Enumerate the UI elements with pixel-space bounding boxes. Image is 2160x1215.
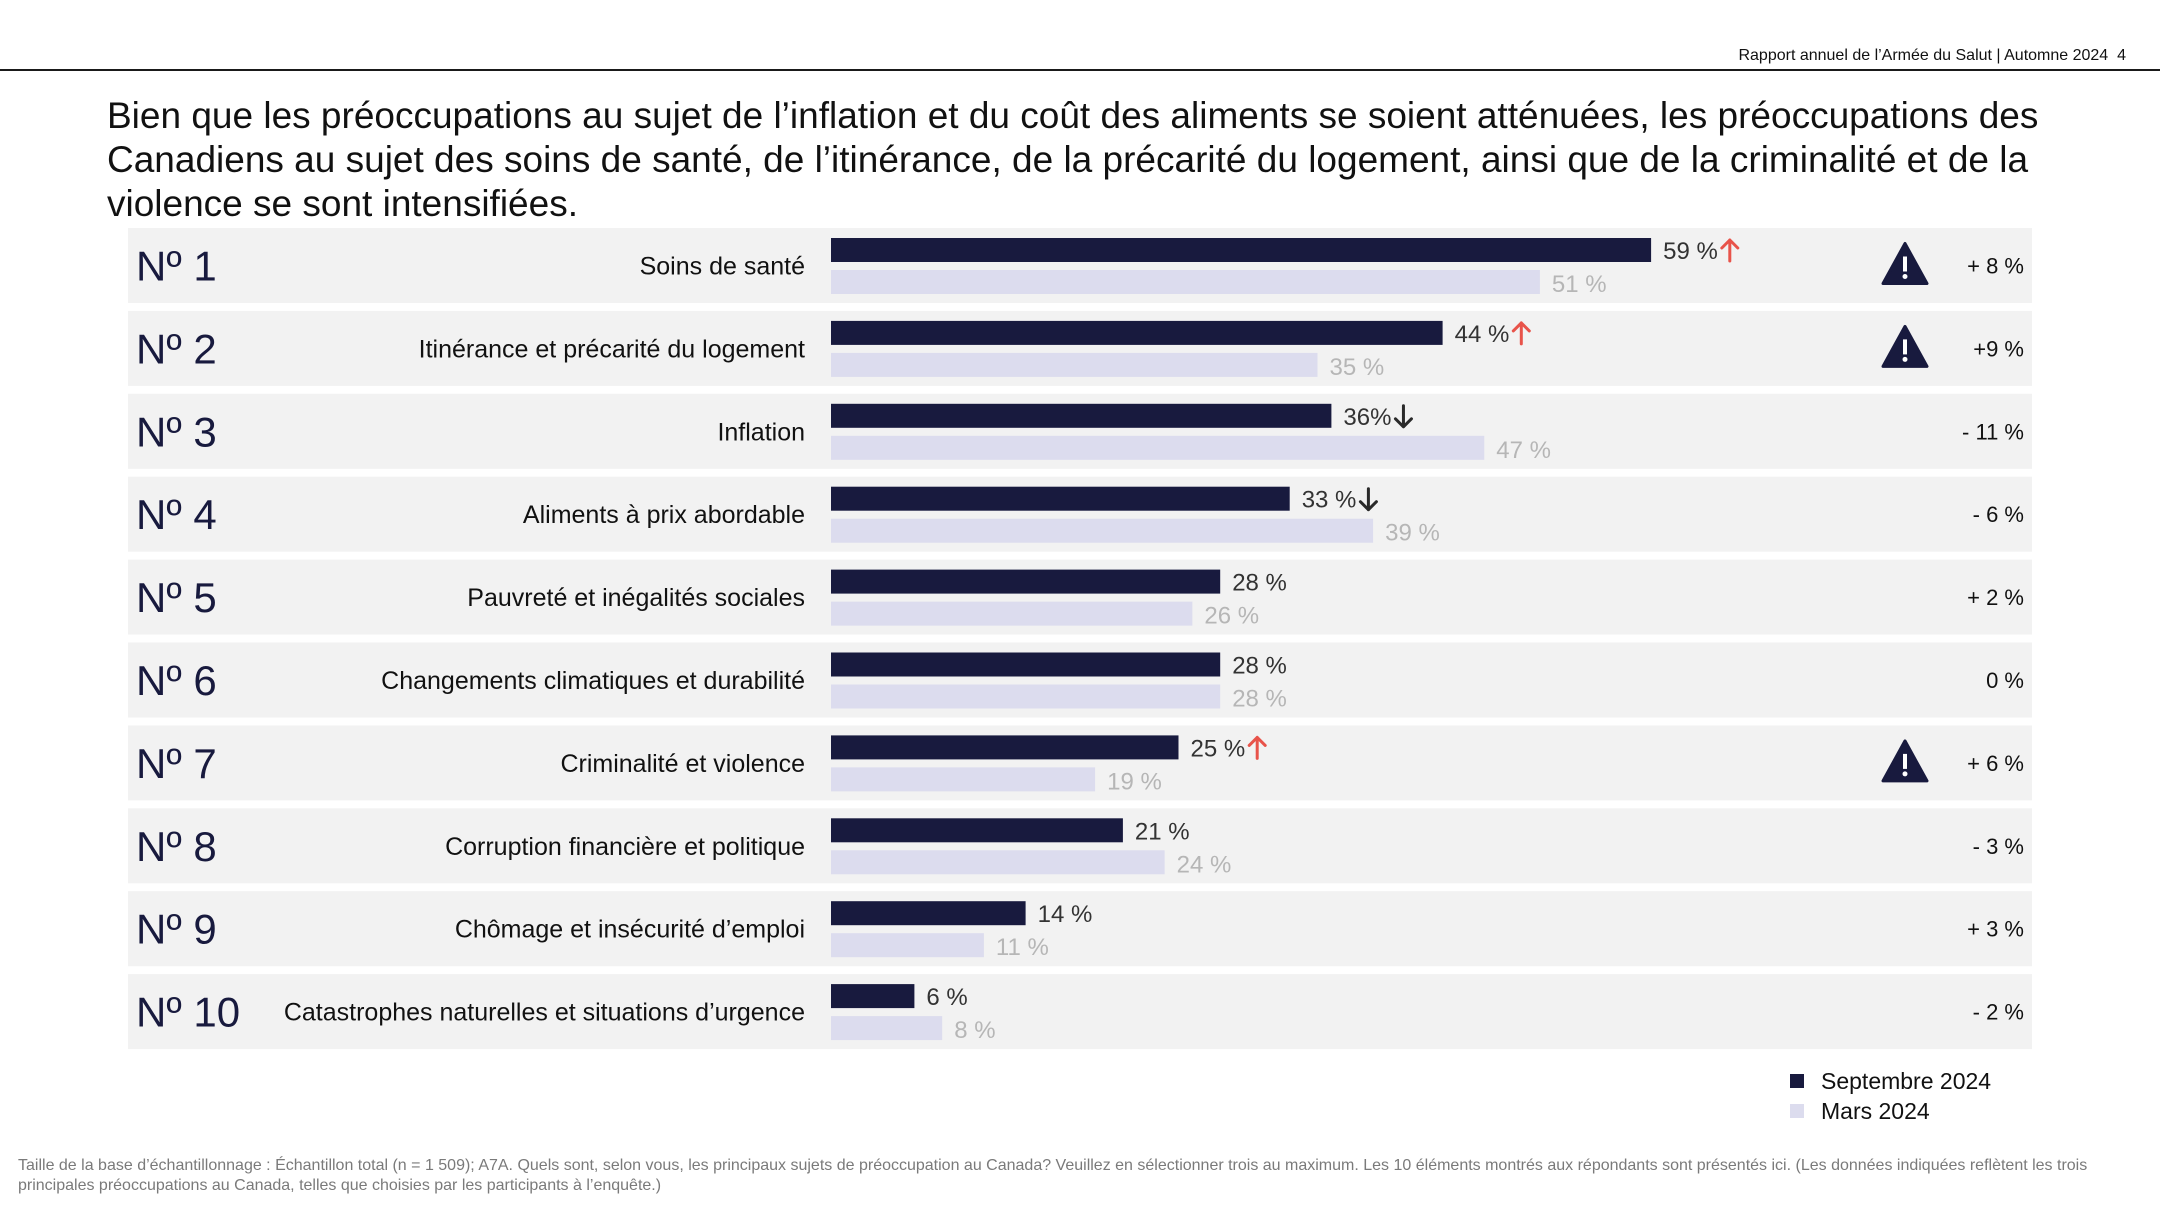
category-label: Pauvreté et inégalités sociales xyxy=(467,584,805,612)
value-label-current: 28 % xyxy=(1232,570,1287,597)
value-label-current: 36% xyxy=(1343,404,1391,431)
bar-previous xyxy=(831,270,1540,294)
value-label-current: 6 % xyxy=(926,984,967,1011)
rank-label: Nº 10 xyxy=(136,989,240,1036)
legend-swatch-previous xyxy=(1790,1104,1804,1118)
bar-current xyxy=(831,735,1179,760)
rank-label: Nº 5 xyxy=(136,574,217,621)
arrow-up-icon xyxy=(1511,321,1531,346)
category-label: Changements climatiques et durabilité xyxy=(381,667,805,695)
value-label-current: 33 % xyxy=(1302,487,1357,514)
row-background xyxy=(128,974,2032,1050)
category-label: Inflation xyxy=(717,418,805,446)
value-label-previous: 26 % xyxy=(1204,603,1259,630)
rank-label: Nº 1 xyxy=(136,243,217,290)
category-label: Criminalité et violence xyxy=(560,750,805,778)
bar-previous xyxy=(831,684,1221,709)
category-label: Aliments à prix abordable xyxy=(523,501,805,529)
slide-title: Bien que les préoccupations au sujet de … xyxy=(107,95,2039,224)
change-label: - 11 % xyxy=(1962,419,2024,444)
bar-previous xyxy=(831,850,1165,875)
arrow-up-icon xyxy=(1720,238,1740,263)
row-background xyxy=(128,891,2032,967)
bar-previous xyxy=(831,518,1374,543)
category-label: Catastrophes naturelles et situations d’… xyxy=(284,999,805,1027)
warning-icon-dot xyxy=(1902,274,1908,279)
bar-previous xyxy=(831,352,1318,377)
page-number: 4 xyxy=(2117,47,2126,64)
warning-icon-dot xyxy=(1902,771,1908,777)
bar-current xyxy=(831,238,1652,262)
bar-previous xyxy=(831,1016,943,1041)
value-label-current: 28 % xyxy=(1232,653,1287,680)
rank-label: Nº 3 xyxy=(136,408,217,455)
bar-previous xyxy=(831,435,1485,460)
change-label: + 8 % xyxy=(1967,254,2024,279)
warning-icon-dot xyxy=(1902,356,1908,362)
rank-label: Nº 7 xyxy=(136,740,217,787)
value-label-current: 44 % xyxy=(1455,321,1510,348)
value-label-previous: 47 % xyxy=(1496,437,1551,464)
change-label: + 3 % xyxy=(1967,917,2024,942)
warning-icon-stem xyxy=(1903,339,1907,355)
legend-item-current: Septembre 2024 xyxy=(1790,1066,1991,1096)
value-label-previous: 24 % xyxy=(1177,851,1232,878)
legend: Septembre 2024 Mars 2024 xyxy=(1790,1066,1991,1126)
value-label-current: 21 % xyxy=(1135,818,1190,845)
bar-current xyxy=(831,486,1290,511)
value-label-previous: 35 % xyxy=(1330,354,1385,381)
category-label: Soins de santé xyxy=(640,253,805,281)
value-label-previous: 39 % xyxy=(1385,520,1440,547)
bar-current xyxy=(831,984,915,1009)
change-label: + 2 % xyxy=(1967,585,2024,610)
bar-current xyxy=(831,901,1026,926)
value-label-previous: 51 % xyxy=(1552,271,1607,298)
legend-swatch-current xyxy=(1790,1074,1804,1088)
bar-current xyxy=(831,818,1123,843)
rank-label: Nº 2 xyxy=(136,325,217,372)
value-label-previous: 28 % xyxy=(1232,686,1287,713)
footnote: Taille de la base d’échantillonnage : Éc… xyxy=(18,1157,2088,1194)
rank-label: Nº 4 xyxy=(136,491,217,538)
bar-previous xyxy=(831,601,1193,626)
category-label: Corruption financière et politique xyxy=(445,833,805,861)
warning-icon-stem xyxy=(1903,753,1907,769)
value-label-previous: 11 % xyxy=(996,934,1049,961)
arrow-up-icon xyxy=(1247,735,1267,760)
bar-current xyxy=(831,320,1443,345)
change-label: + 6 % xyxy=(1967,751,2024,776)
legend-label-previous: Mars 2024 xyxy=(1821,1097,1930,1124)
header-rule xyxy=(0,69,2160,71)
bar-previous xyxy=(831,767,1096,792)
warning-icon-stem xyxy=(1903,256,1907,272)
report-label: Rapport annuel de l’Armée du Salut | Aut… xyxy=(1738,47,2109,64)
legend-label-current: Septembre 2024 xyxy=(1821,1067,1992,1094)
arrow-down-icon xyxy=(1393,404,1413,429)
change-label: - 3 % xyxy=(1973,834,2024,859)
change-label: 0 % xyxy=(1986,668,2024,693)
bar-previous xyxy=(831,933,984,958)
change-label: - 2 % xyxy=(1973,1000,2024,1025)
value-label-current: 25 % xyxy=(1191,735,1246,762)
rank-label: Nº 9 xyxy=(136,906,217,953)
value-label-current: 59 % xyxy=(1663,238,1718,265)
rank-label: Nº 6 xyxy=(136,657,217,704)
value-label-current: 14 % xyxy=(1038,901,1093,928)
legend-item-previous: Mars 2024 xyxy=(1790,1096,1991,1126)
report-header: Rapport annuel de l’Armée du Salut | Aut… xyxy=(1738,47,2126,65)
value-label-previous: 19 % xyxy=(1107,768,1162,795)
bar-current xyxy=(831,652,1221,677)
bar-current xyxy=(831,569,1221,594)
change-label: - 6 % xyxy=(1973,502,2024,527)
arrow-down-icon xyxy=(1358,487,1378,512)
bar-current xyxy=(831,403,1332,428)
change-label: +9 % xyxy=(1973,336,2024,361)
value-label-previous: 8 % xyxy=(954,1017,995,1044)
rank-label: Nº 8 xyxy=(136,823,217,870)
category-label: Itinérance et précarité du logement xyxy=(419,335,805,363)
category-label: Chômage et insécurité d’emploi xyxy=(455,916,805,944)
